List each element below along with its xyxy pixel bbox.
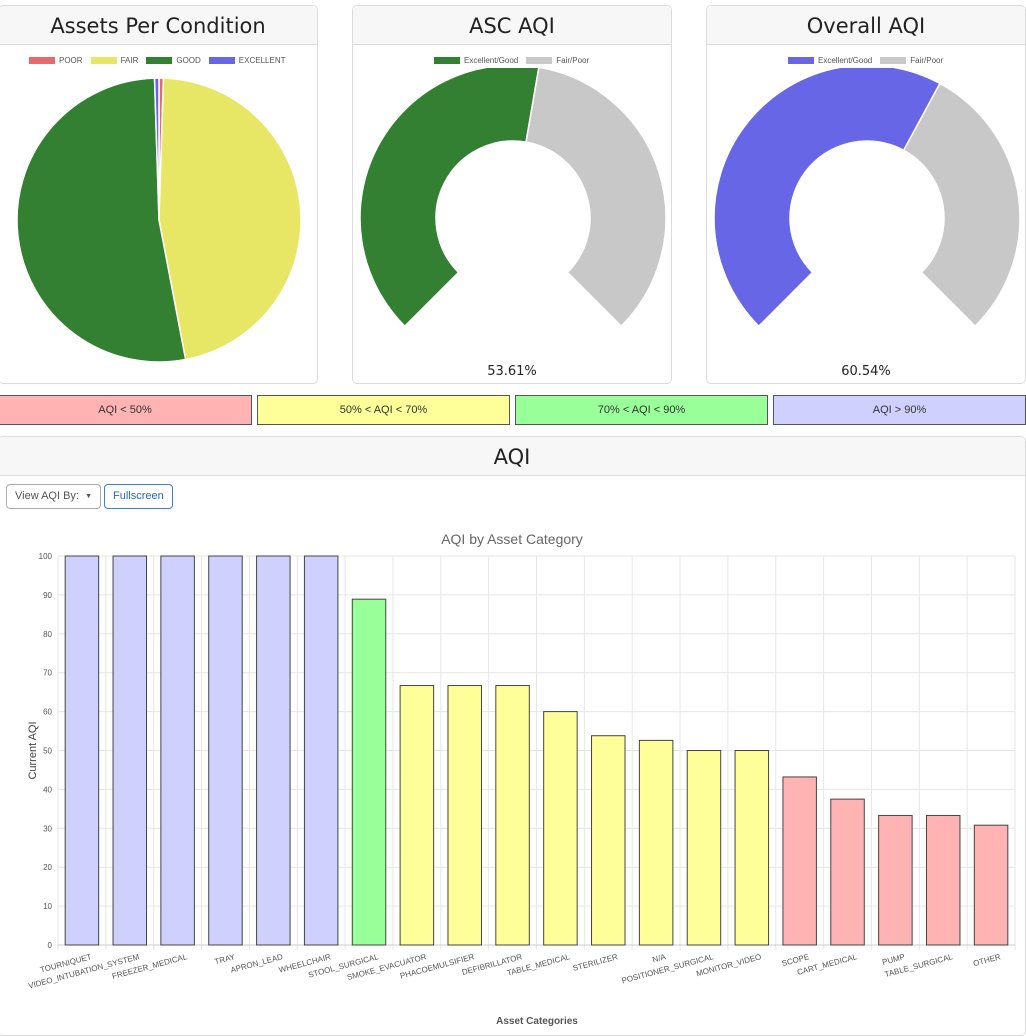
caret-down-icon: ▼ (85, 493, 92, 500)
legend-swatch (880, 57, 907, 64)
bar-defibrillator (495, 685, 530, 946)
bar-n-a (638, 739, 674, 946)
fullscreen-button[interactable]: Fullscreen (104, 484, 173, 509)
bar-wheelchair (303, 555, 339, 946)
view-aqi-by-label: View AQI By: (15, 490, 79, 502)
asc-aqi-title: ASC AQI (353, 6, 671, 45)
bar-apron-lead (256, 555, 291, 946)
y-tick-label: 80 (43, 630, 52, 639)
x-tick-label: TRAY (214, 952, 237, 966)
gauge-segment-fair-poor (525, 68, 667, 328)
asc-aqi-legend: Excellent/Good Fair/Poor (434, 56, 589, 65)
asc-aqi-gauge (359, 68, 667, 328)
x-tick-label: STERILIZER (572, 952, 619, 973)
legend-item-fair-poor[interactable]: Fair/Poor (880, 56, 943, 65)
legend-label: Fair/Poor (556, 56, 590, 65)
bar-phacoemulsifier (447, 685, 482, 946)
legend-label: Excellent/Good (464, 56, 519, 65)
y-tick-label: 90 (43, 591, 52, 600)
y-tick-label: 0 (48, 941, 53, 950)
legend-item-excellent-good[interactable]: Excellent/Good (434, 56, 518, 65)
x-axis-title: Asset Categories (496, 1016, 578, 1027)
y-axis-title: Current AQI (27, 721, 39, 779)
legend-label: FAIR (120, 56, 139, 65)
asc-aqi-card: ASC AQI Excellent/Good Fair/Poor 53.61% (352, 5, 672, 384)
assets-per-condition-pie (16, 77, 302, 363)
band-50-to-70: 50% < AQI < 70% (257, 395, 510, 425)
overall-aqi-legend: Excellent/Good Fair/Poor (788, 56, 943, 65)
legend-swatch (526, 57, 553, 64)
legend-swatch (208, 57, 235, 64)
y-tick-label: 60 (43, 708, 52, 717)
aqi-bar-chart: AQI by Asset Category 0 10 20 30 40 50 60 70 80 90… (27, 531, 1016, 1027)
bar-video-intubation-system (112, 555, 148, 946)
x-tick-label: APRON_LEAD (230, 952, 285, 975)
gauge-segment-excellent-good (713, 68, 941, 328)
legend-label: GOOD (176, 56, 201, 65)
bar-sterilizer (591, 735, 626, 946)
y-tick-label: 20 (43, 863, 52, 872)
legend-label: Fair/Poor (910, 56, 944, 65)
x-tick-label: N/A (651, 952, 667, 964)
legend-label: POOR (59, 56, 83, 65)
assets-per-condition-title: Assets Per Condition (0, 6, 317, 45)
bar-scope (782, 776, 817, 946)
legend-item-poor[interactable]: POOR (29, 56, 83, 65)
legend-item-good[interactable]: GOOD (146, 56, 201, 65)
y-tick-label: 100 (39, 552, 53, 561)
pie-slice-good (16, 77, 187, 363)
gauge-segment-fair-poor (902, 82, 1021, 328)
bar-freezer-medical (160, 555, 195, 946)
pie-slice-fair (158, 77, 302, 361)
band-below-50: AQI < 50% (0, 395, 252, 425)
assets-per-condition-legend: POOR FAIR GOOD EXCELLENT (29, 56, 285, 65)
legend-swatch (146, 57, 173, 64)
band-70-to-90: 70% < AQI < 90% (515, 395, 768, 425)
bar-monitor-video (734, 750, 770, 946)
legend-item-excellent-good[interactable]: Excellent/Good (788, 56, 872, 65)
bar-smoke-evacuator (399, 685, 435, 946)
y-tick-label: 30 (43, 824, 52, 833)
legend-label: Excellent/Good (818, 56, 873, 65)
assets-per-condition-card: Assets Per Condition POOR FAIR GOOD EXCE… (0, 5, 318, 384)
legend-item-fair[interactable]: FAIR (90, 56, 139, 65)
bar-table-surgical (925, 814, 961, 946)
legend-swatch (434, 57, 460, 64)
bar-other (973, 824, 1009, 946)
overall-aqi-gauge (713, 68, 1021, 328)
y-tick-label: 50 (43, 747, 52, 756)
legend-item-fair-poor[interactable]: Fair/Poor (526, 56, 589, 65)
bar-positioner-surgical (686, 750, 722, 946)
bar-tray (208, 555, 243, 946)
y-tick-label: 10 (43, 902, 52, 911)
pie-slice-excellent (153, 77, 160, 221)
view-aqi-by-dropdown[interactable]: View AQI By: ▼ (6, 484, 101, 509)
overall-aqi-value: 60.54% (841, 364, 891, 379)
asc-aqi-value: 53.61% (487, 364, 537, 379)
y-tick-label: 40 (43, 785, 52, 794)
x-tick-label: OTHER (972, 952, 1002, 968)
legend-swatch (90, 57, 117, 64)
gauge-segment-excellent-good (359, 68, 540, 328)
bar-tourniquet (64, 555, 100, 946)
overall-aqi-title: Overall AQI (707, 6, 1025, 45)
y-tick-label: 70 (43, 669, 52, 678)
legend-label: EXCELLENT (238, 56, 286, 65)
bar-pump (878, 814, 913, 946)
band-above-90: AQI > 90% (773, 395, 1026, 425)
overall-aqi-card: Overall AQI Excellent/Good Fair/Poor 60.… (706, 5, 1026, 384)
legend-swatch (788, 57, 814, 64)
bar-cart-medical (830, 798, 865, 946)
bar-stool-surgical (351, 598, 387, 946)
legend-swatch (29, 57, 55, 64)
chart-title: AQI by Asset Category (441, 531, 583, 547)
bar-table-medical (543, 711, 578, 946)
legend-item-excellent[interactable]: EXCELLENT (208, 56, 286, 65)
aqi-title: AQI (0, 437, 1025, 476)
